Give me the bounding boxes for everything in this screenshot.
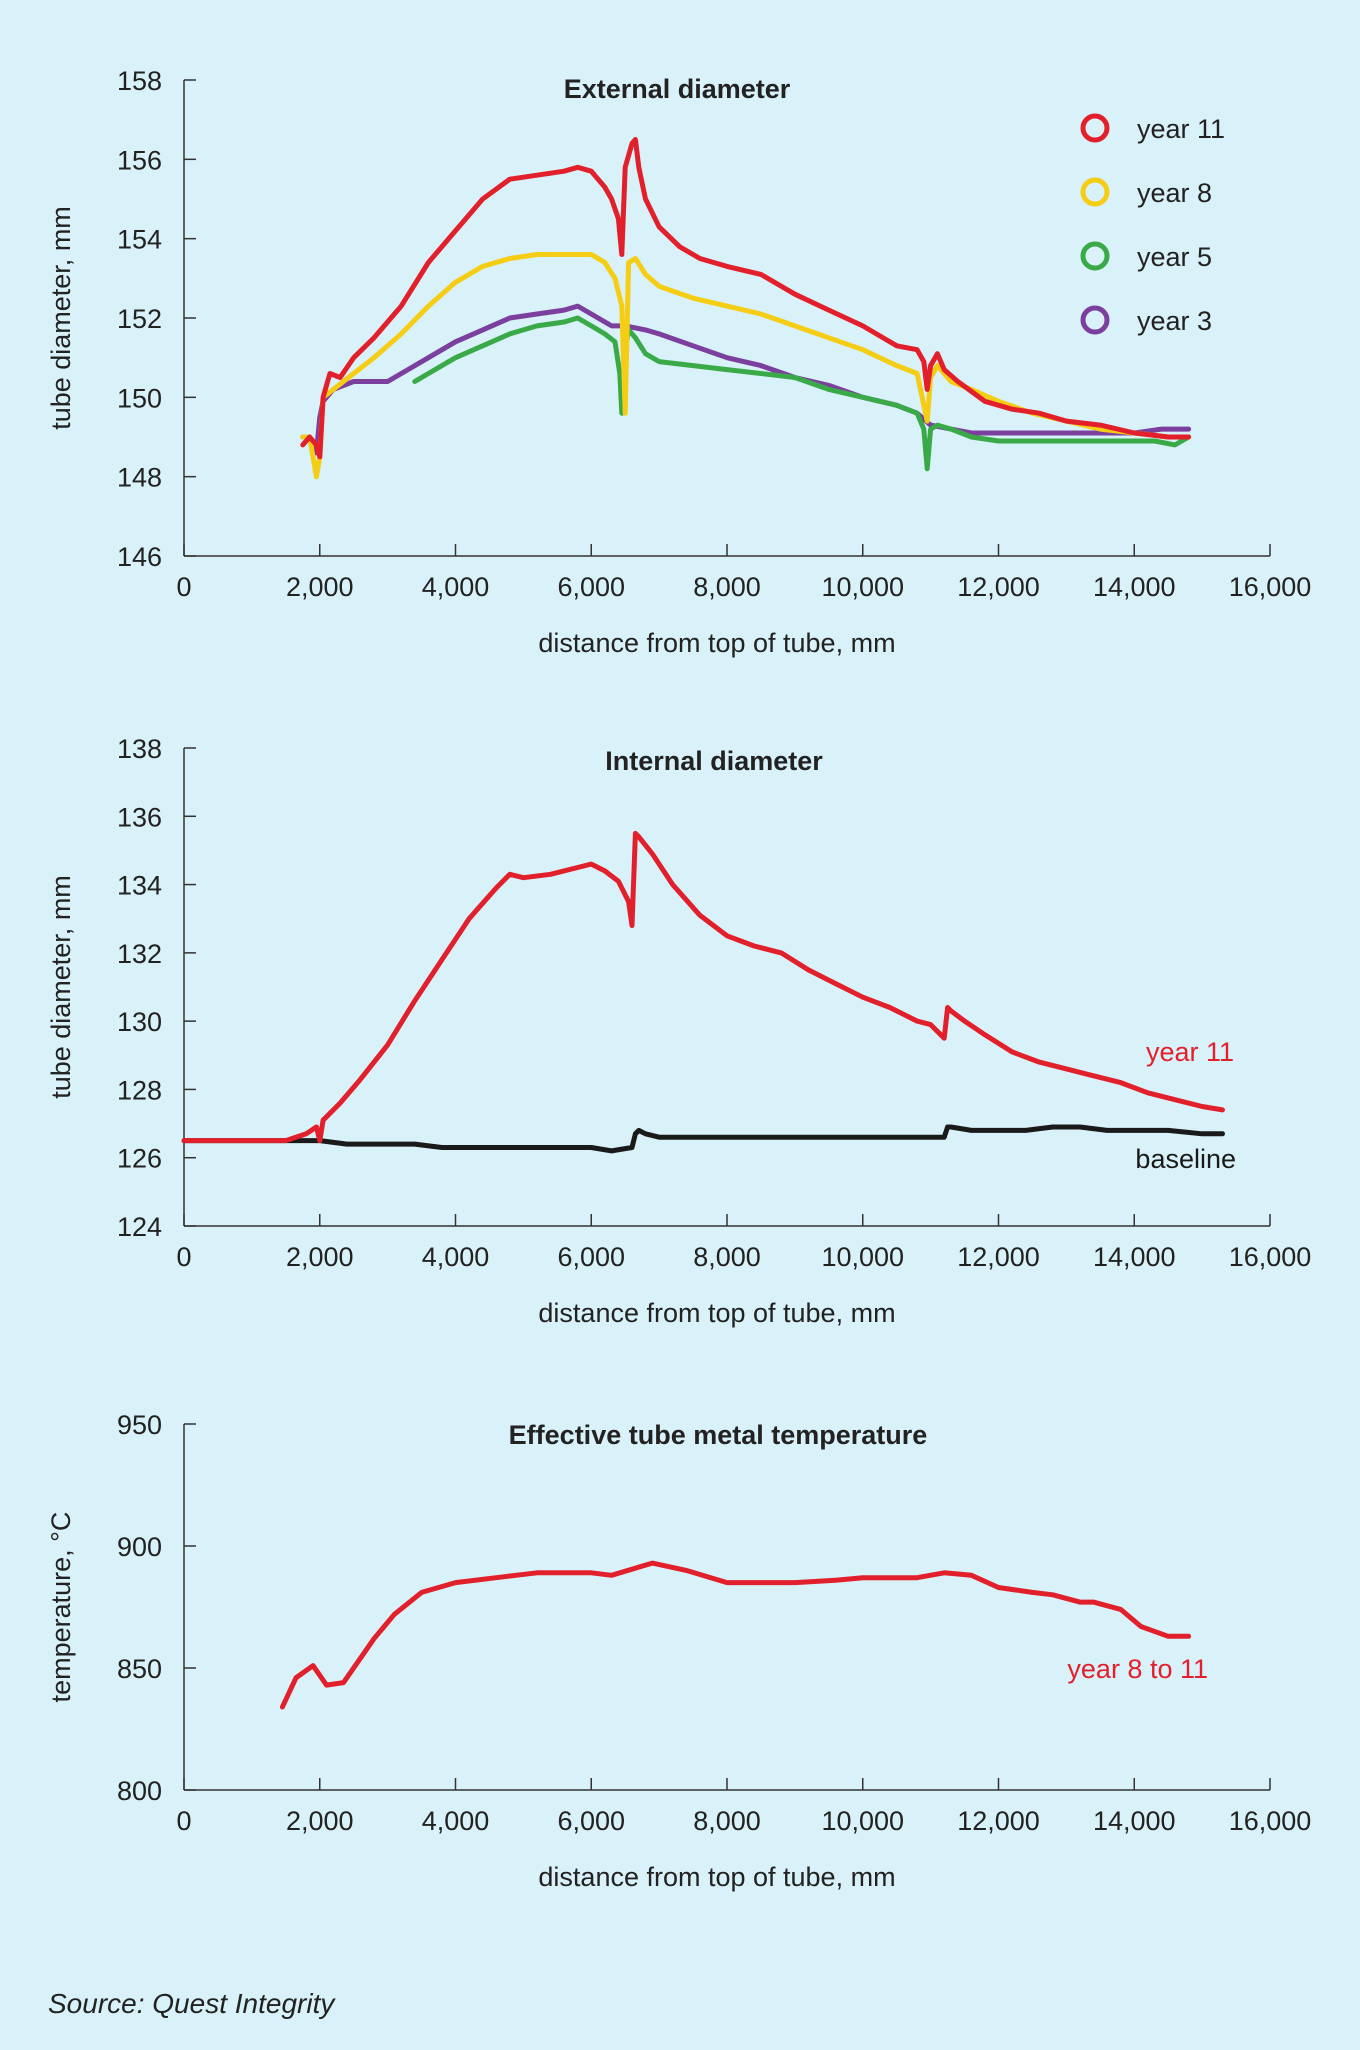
- y-tick-label: 130: [117, 1007, 162, 1037]
- x-tick-label: 14,000: [1093, 572, 1176, 602]
- series-label-year-8-to-11: year 8 to 11: [1067, 1654, 1208, 1684]
- y-tick-label: 152: [117, 304, 162, 334]
- x-tick-label: 2,000: [286, 1806, 354, 1836]
- x-tick-label: 16,000: [1229, 1242, 1312, 1272]
- x-tick-label: 2,000: [286, 572, 354, 602]
- series-line-year-5: [412, 315, 1192, 472]
- legend-label: year 8: [1137, 178, 1212, 208]
- x-tick-label: 10,000: [821, 572, 904, 602]
- x-tick-label: 8,000: [693, 1806, 761, 1836]
- legend-marker-year-3: [1080, 305, 1110, 335]
- x-tick-label: 4,000: [422, 1806, 490, 1836]
- x-tick-label: 4,000: [422, 572, 490, 602]
- legend-label: year 11: [1137, 114, 1225, 144]
- x-axis-title: distance from top of tube, mm: [538, 628, 895, 658]
- series-line-baseline: [181, 1124, 1225, 1154]
- series-line-year-3: [300, 303, 1192, 456]
- series-line-year-8-to-11: [279, 1560, 1192, 1710]
- x-axis-title: distance from top of tube, mm: [538, 1862, 895, 1892]
- x-tick-label: 4,000: [422, 1242, 490, 1272]
- y-tick-label: 138: [117, 734, 162, 764]
- legend-label: year 3: [1137, 306, 1212, 336]
- x-tick-label: 12,000: [957, 572, 1040, 602]
- temperature-chart: 800 850 900 950 0 2,000 4,000 6,000 8,000 10,000 1…: [46, 1410, 1311, 1892]
- x-tick-label: 16,000: [1229, 572, 1312, 602]
- x-tick-label: 0: [176, 1242, 191, 1272]
- internal-diameter-chart: 124 126 128 130 132 134 136 138 0 2,000 4,000 6,000…: [46, 734, 1311, 1328]
- x-tick-label: 16,000: [1229, 1806, 1312, 1836]
- y-tick-label: 146: [117, 542, 162, 572]
- y-tick-label: 150: [117, 383, 162, 413]
- series-line-year-11: [300, 137, 1192, 460]
- y-tick-label: 148: [117, 463, 162, 493]
- x-tick-label: 14,000: [1093, 1806, 1176, 1836]
- source-note: Source: Quest Integrity: [48, 1988, 335, 2019]
- x-tick-label: 6,000: [557, 572, 625, 602]
- y-tick-label: 800: [117, 1776, 162, 1806]
- external-diameter-chart: 146 148 150 152 154 156 158 0 2,000 4,000 6,000 8,0…: [46, 66, 1311, 658]
- series-label-year-11: year 11: [1146, 1037, 1234, 1067]
- x-tick-label: 12,000: [957, 1242, 1040, 1272]
- x-tick-label: 8,000: [693, 572, 761, 602]
- y-tick-label: 950: [117, 1410, 162, 1440]
- y-axis-title: temperature, °C: [46, 1512, 76, 1703]
- x-tick-label: 14,000: [1093, 1242, 1176, 1272]
- y-tick-label: 126: [117, 1144, 162, 1174]
- legend-marker-year-11: [1080, 113, 1110, 143]
- y-axis-title: tube diameter, mm: [46, 206, 76, 430]
- legend-marker-year-8: [1080, 177, 1110, 207]
- x-tick-label: 0: [176, 1806, 191, 1836]
- x-tick-label: 8,000: [693, 1242, 761, 1272]
- y-tick-label: 134: [117, 871, 162, 901]
- y-tick-label: 132: [117, 939, 162, 969]
- x-axis-title: distance from top of tube, mm: [538, 1298, 895, 1328]
- series-label-baseline: baseline: [1135, 1144, 1236, 1174]
- y-tick-label: 850: [117, 1654, 162, 1684]
- chart-title: Internal diameter: [605, 746, 823, 776]
- x-tick-label: 10,000: [821, 1806, 904, 1836]
- y-tick-label: 154: [117, 225, 162, 255]
- series-line-year-11: [181, 830, 1225, 1144]
- x-tick-label: 6,000: [557, 1242, 625, 1272]
- y-axis-title: tube diameter, mm: [46, 875, 76, 1099]
- chart-title: Effective tube metal temperature: [509, 1420, 928, 1450]
- x-tick-label: 10,000: [821, 1242, 904, 1272]
- x-tick-label: 6,000: [557, 1806, 625, 1836]
- legend-label: year 5: [1137, 242, 1212, 272]
- y-tick-label: 124: [117, 1212, 162, 1242]
- legend-marker-year-5: [1080, 241, 1110, 271]
- x-tick-label: 2,000: [286, 1242, 354, 1272]
- chart-title: External diameter: [564, 74, 791, 104]
- y-tick-label: 128: [117, 1075, 162, 1105]
- y-tick-label: 158: [117, 66, 162, 96]
- y-tick-label: 900: [117, 1532, 162, 1562]
- x-tick-label: 12,000: [957, 1806, 1040, 1836]
- x-tick-label: 0: [176, 572, 191, 602]
- y-tick-label: 136: [117, 802, 162, 832]
- y-tick-label: 156: [117, 145, 162, 175]
